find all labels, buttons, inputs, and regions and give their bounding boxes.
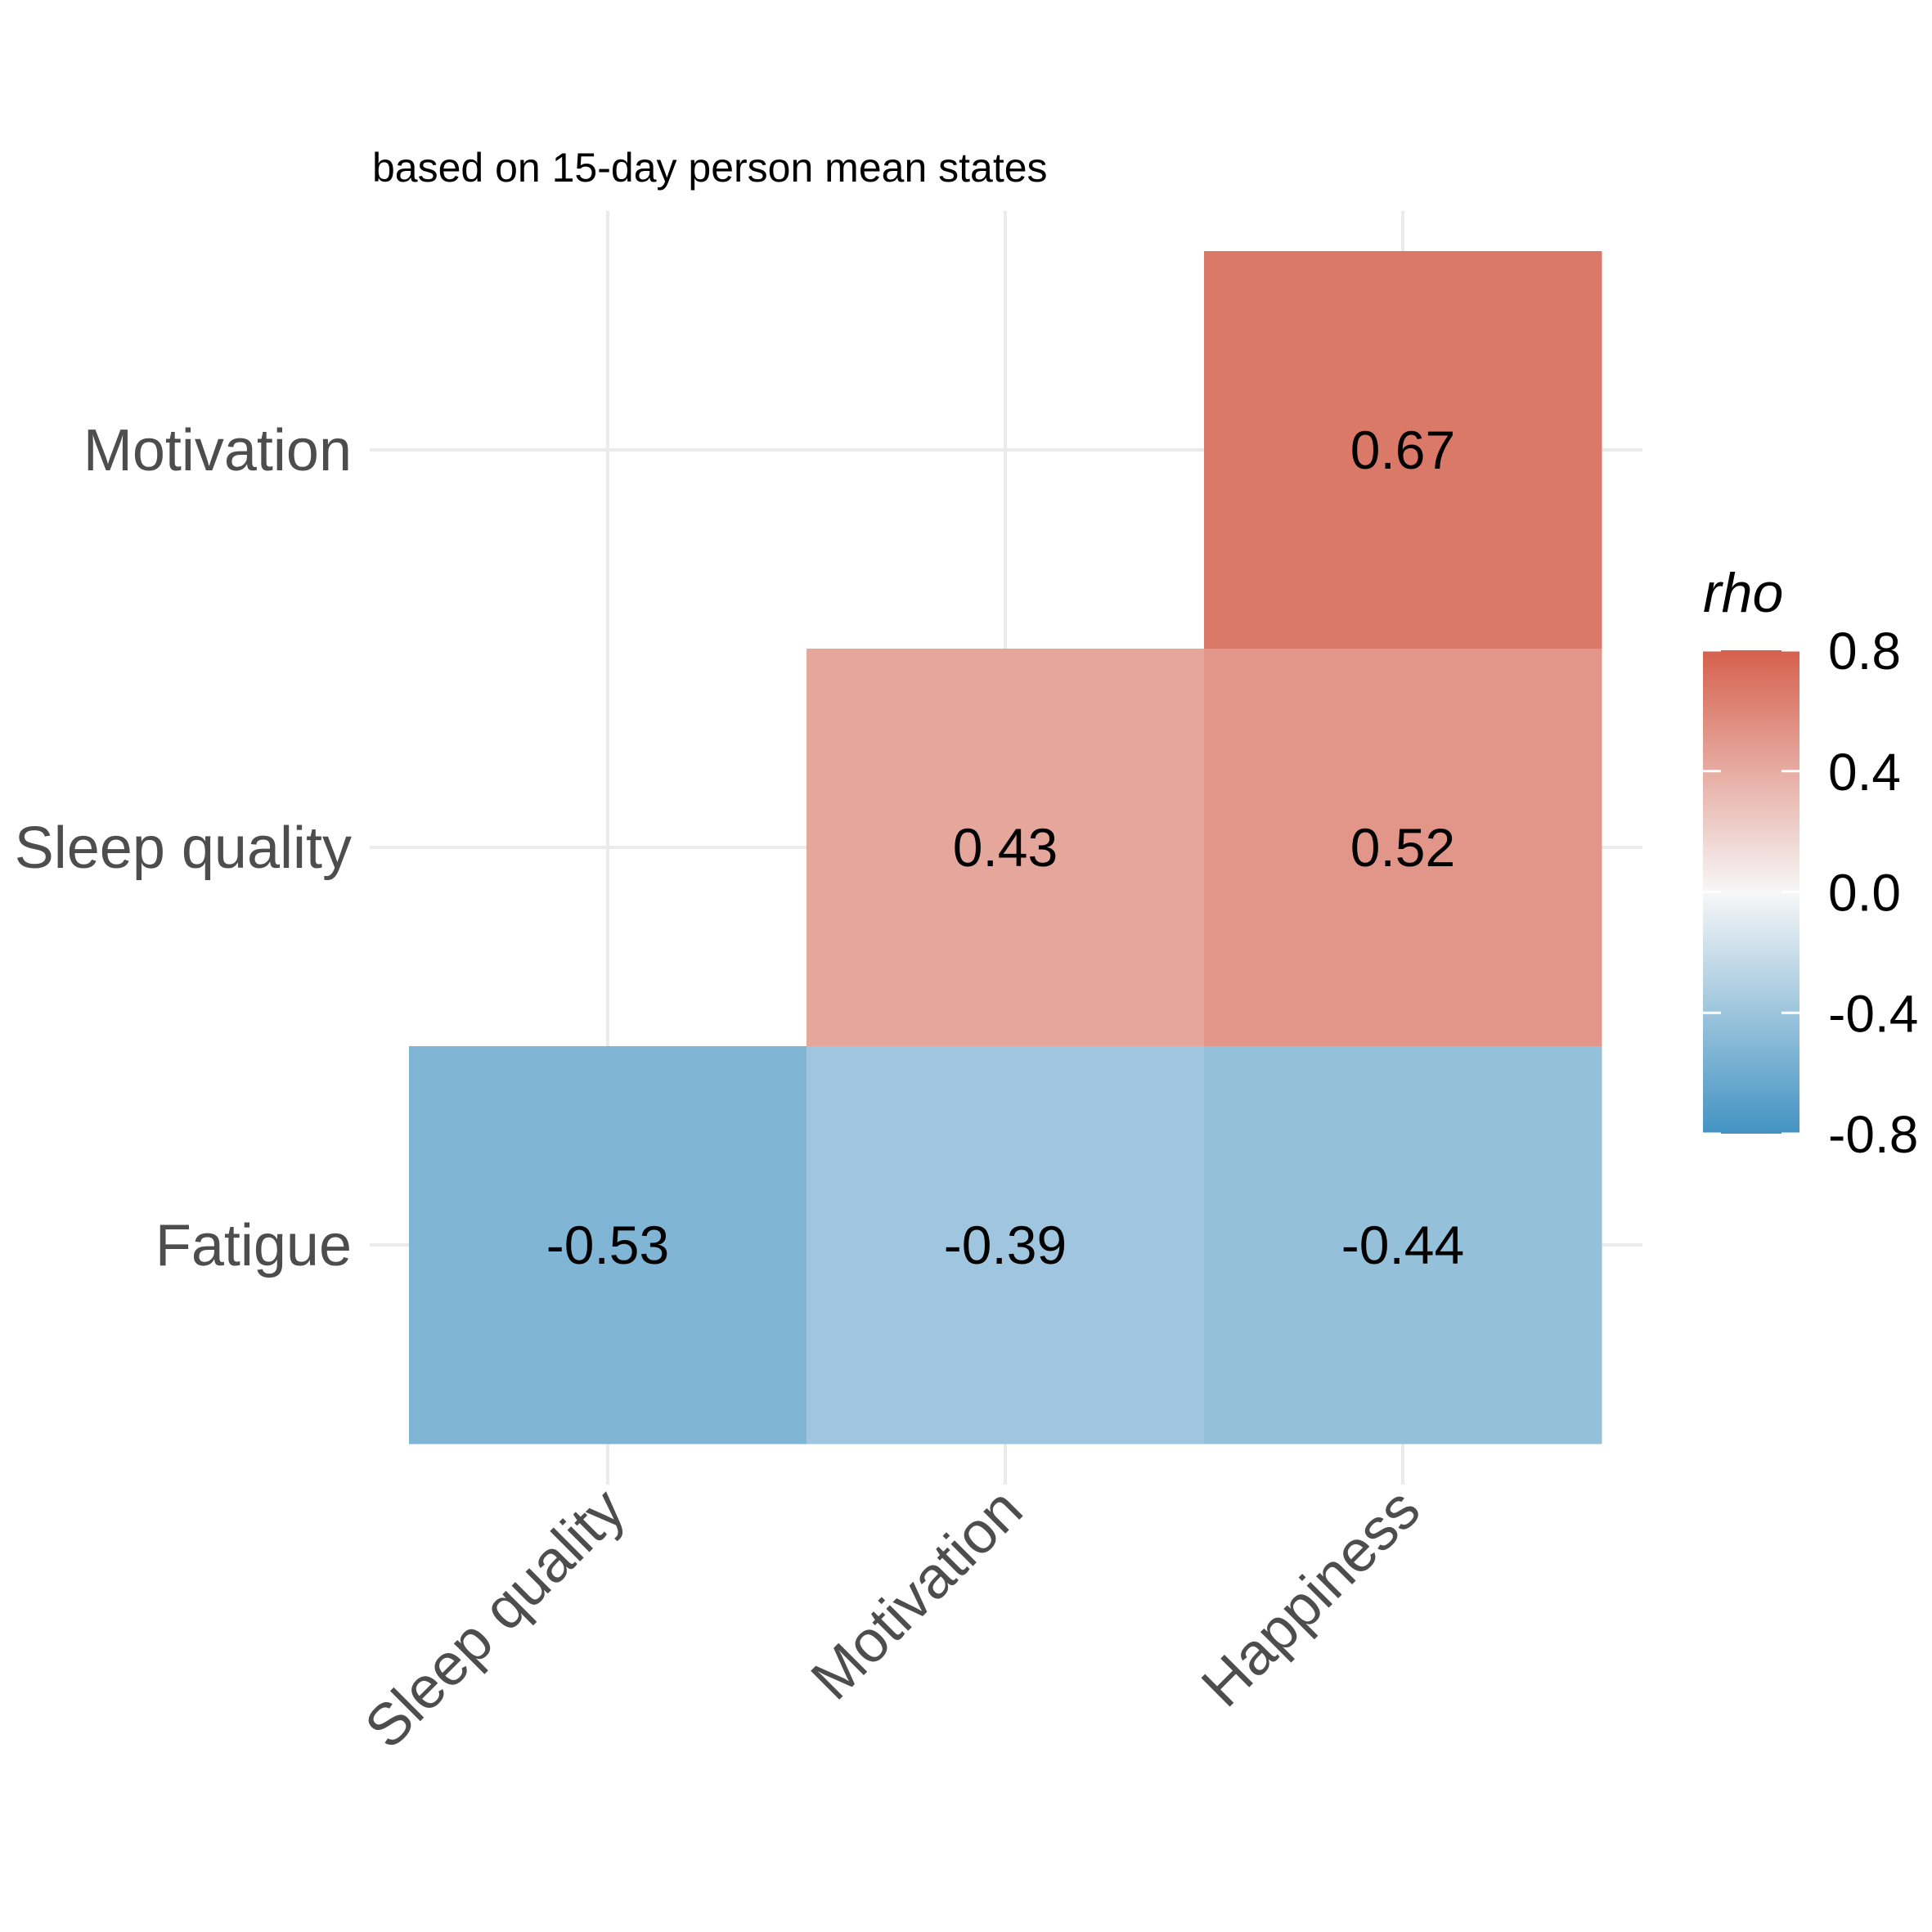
heatmap-cell xyxy=(1204,1046,1602,1445)
chart-subtitle: based on 15-day person mean states xyxy=(372,145,1048,191)
y-axis-tick-labels: Motivation Sleep quality Fatigue xyxy=(15,418,352,1278)
x-tick-label: Motivation xyxy=(799,1476,1036,1713)
heatmap-cell xyxy=(806,649,1205,1047)
y-tick-label: Motivation xyxy=(83,418,352,483)
x-axis-tick-labels: Sleep quality Motivation Happiness xyxy=(353,1476,1432,1761)
cell-value-label: 0.67 xyxy=(1350,420,1455,480)
cell-value-label: 0.52 xyxy=(1350,817,1455,878)
x-tick-label: Sleep quality xyxy=(353,1476,637,1761)
cell-value-labels: 0.67 0.43 0.52 -0.53 -0.39 -0.44 xyxy=(546,420,1464,1275)
cell-value-label: -0.44 xyxy=(1341,1215,1464,1275)
legend-title: rho xyxy=(1703,562,1783,624)
legend-tick-label: -0.8 xyxy=(1828,1105,1918,1164)
y-tick-label: Sleep quality xyxy=(15,815,352,881)
heatmap-cell xyxy=(1204,649,1602,1047)
x-tick-label: Happiness xyxy=(1189,1476,1432,1719)
y-tick-label: Fatigue xyxy=(155,1213,352,1278)
legend-tick-label: 0.4 xyxy=(1828,743,1901,802)
cell-value-label: 0.43 xyxy=(953,817,1058,878)
legend-tick-label: -0.4 xyxy=(1828,984,1918,1043)
heatmap-cells xyxy=(409,251,1602,1445)
heatmap-cell xyxy=(806,1046,1205,1445)
color-legend: rho 0.8 0.4 0.0 -0.4 -0.8 xyxy=(1703,562,1918,1164)
legend-tick-label: 0.8 xyxy=(1828,622,1901,681)
heatmap-cell xyxy=(409,1046,807,1445)
cell-value-label: -0.39 xyxy=(944,1215,1067,1275)
legend-tick-label: 0.0 xyxy=(1828,864,1901,923)
cell-value-label: -0.53 xyxy=(546,1215,669,1275)
heatmap-cell xyxy=(1204,251,1602,649)
